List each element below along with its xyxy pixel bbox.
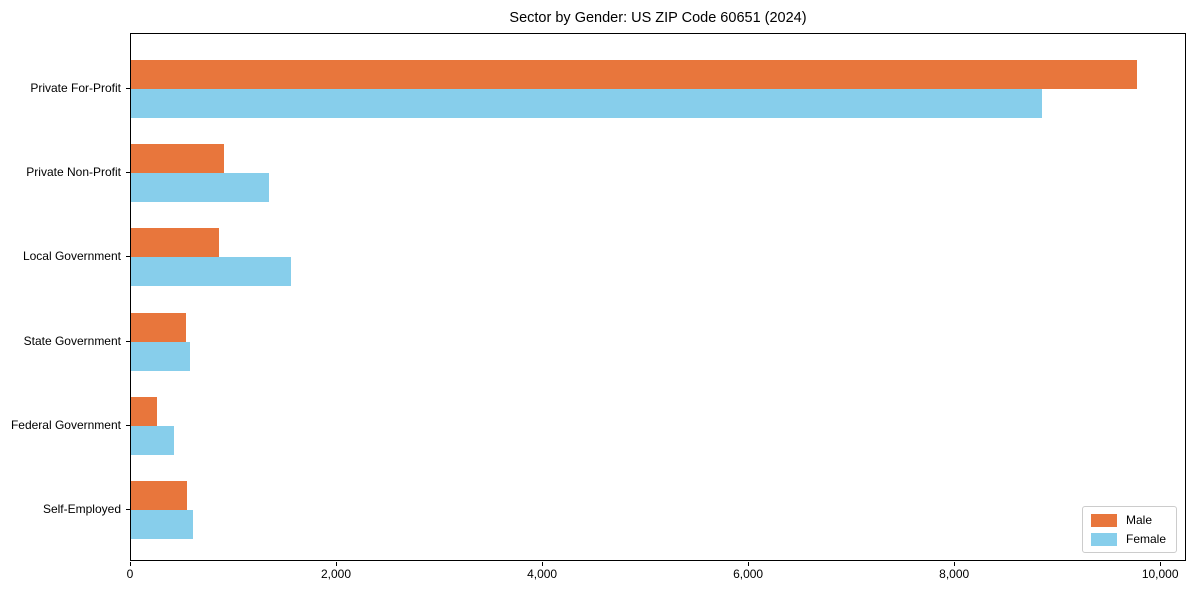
y-tick-label: Self-Employed (42, 502, 121, 516)
plot-area: Male Female (130, 33, 1186, 561)
x-tick-mark (748, 562, 750, 566)
x-tick-mark (336, 562, 337, 566)
y-tick-label: Private For-Profit (30, 81, 121, 95)
x-tick-label: 8,000 (939, 567, 970, 581)
legend-swatch-female (1090, 532, 1117, 546)
bar-male-4 (131, 396, 158, 426)
x-tick-mark (1160, 562, 1162, 566)
bar-male-2 (131, 228, 219, 258)
bar-female-1 (131, 173, 270, 203)
bar-male-1 (131, 144, 224, 174)
bar-male-5 (131, 481, 188, 510)
legend-label-female: Female (1125, 532, 1166, 546)
bar-male-0 (131, 60, 1137, 89)
x-tick-label: 2,000 (320, 567, 352, 581)
legend: Male Female (1081, 506, 1177, 553)
x-tick-mark (130, 562, 131, 566)
bar-female-2 (131, 257, 291, 287)
bar-male-3 (131, 312, 187, 342)
chart-title: Sector by Gender: US ZIP Code 60651 (202… (509, 10, 807, 26)
x-tick-label: 4,000 (527, 567, 558, 581)
y-tick-mark (126, 88, 130, 89)
x-tick-label: 10,000 (1141, 567, 1179, 581)
bar-female-3 (131, 341, 190, 371)
y-tick-label: State Government (23, 333, 121, 348)
bar-female-5 (131, 510, 193, 539)
bar-female-4 (131, 425, 175, 455)
y-tick-mark (126, 340, 130, 342)
y-tick-label: Local Government (22, 249, 121, 264)
legend-item-female: Female (1090, 532, 1166, 546)
y-tick-mark (126, 172, 130, 174)
x-tick-mark (954, 562, 956, 566)
bar-female-0 (131, 89, 1042, 118)
x-tick-mark (542, 562, 544, 566)
y-tick-label: Federal Government (10, 417, 121, 432)
legend-swatch-male (1090, 513, 1117, 527)
y-tick-mark (126, 509, 130, 510)
y-tick-label: Private Non-Profit (26, 165, 121, 180)
x-tick-label: 6,000 (733, 567, 764, 581)
legend-label-male: Male (1125, 513, 1152, 527)
y-tick-mark (126, 424, 130, 426)
legend-item-male: Male (1090, 513, 1166, 527)
x-tick-label: 0 (126, 567, 134, 581)
y-tick-mark (126, 256, 130, 258)
